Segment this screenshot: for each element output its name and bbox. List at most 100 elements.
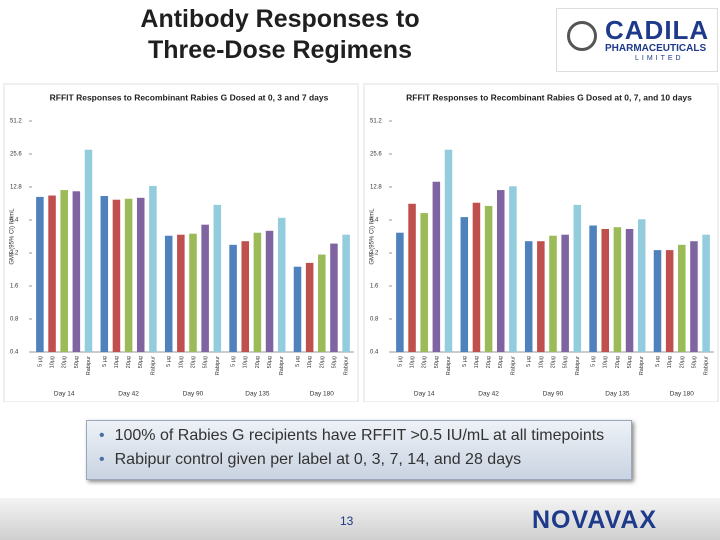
bar [330,243,338,352]
logo-icon [567,21,597,51]
y-axis-label: GMT (95% CI) IU/mL [10,208,16,265]
bar [277,217,286,352]
bar [229,244,237,352]
x-tick-label: 20µg [615,356,621,368]
x-tick-label: Rabipur [150,356,156,375]
x-tick-label: 10µg [114,356,120,368]
bar [524,241,533,352]
x-tick-label: 20µg [126,356,132,368]
logo-text: PHARMACEUTICALS [605,43,707,54]
y-tick-label: 1.6 [370,284,379,290]
x-tick-label: 20µg [550,356,556,368]
x-tick-label: 20µg [679,356,685,368]
x-tick-label: 5 µg [231,356,237,367]
x-tick-label: Rabipur [446,356,452,375]
x-tick-label: 10µg [410,356,416,368]
bar [149,185,157,352]
bar [613,227,622,352]
x-tick-label: 5 µg [37,356,43,367]
x-tick-label: Rabipur [279,356,285,375]
x-tick-label: Rabipur [344,356,350,375]
x-tick-label: 20µg [62,356,68,368]
bar [460,217,469,352]
x-tick-label: 50µg [563,356,569,368]
x-group-label: Day 42 [478,391,499,398]
bar [305,262,314,352]
chart-title: RFFIT Responses to Recombinant Rabies G … [406,92,692,102]
cadila-logo: CADILA PHARMACEUTICALS LIMITED [556,8,718,72]
x-tick-label: 20µg [486,356,492,368]
bar [293,266,302,352]
bar [665,250,674,352]
y-tick-label: 25.6 [370,152,382,158]
x-group-label: Day 90 [543,391,564,398]
bar [653,250,662,352]
title-line: Three-Dose Regimens [148,36,412,64]
bar [84,149,93,352]
bar [124,198,133,352]
x-tick-label: 20µg [190,356,196,368]
bar [444,149,453,352]
bar [432,181,441,352]
title-line: Antibody Responses to [140,5,420,33]
bar [601,228,610,352]
x-tick-label: 5 µg [591,356,597,367]
bar [318,254,326,352]
x-group-label: Day 90 [183,391,204,398]
bar [265,230,274,352]
bar [549,235,557,352]
y-tick-label: 0.8 [370,317,379,323]
bar [537,241,545,352]
x-tick-label: 10µg [178,356,184,368]
y-tick-label: 3.2 [10,251,19,257]
x-group-label: Day 180 [310,391,335,398]
bar [164,235,173,352]
y-tick-label: 3.2 [370,251,379,257]
bar [48,195,56,352]
bar [509,186,517,352]
bar [213,204,222,352]
x-tick-label: 10µg [50,356,56,368]
novavax-logo: NOVAVAX [532,506,658,534]
x-tick-label: 5 µg [655,356,661,367]
x-group-label: Day 42 [118,391,139,398]
y-tick-label: 6.4 [10,218,19,224]
bar [342,234,350,352]
chart-title: RFFIT Responses to Recombinant Rabies G … [50,92,329,102]
y-axis-label: GMT (95% CI) IU/mL [370,208,376,265]
x-tick-label: 20µg [255,356,261,368]
x-group-label: Day 14 [414,391,435,398]
x-tick-label: Rabipur [639,356,645,375]
x-tick-label: 5 µg [102,356,108,367]
x-tick-label: 50µg [331,356,337,368]
x-tick-label: 10µg [474,356,480,368]
x-group-label: Day 14 [54,391,75,398]
y-tick-label: 0.4 [10,350,19,356]
x-tick-label: 5 µg [295,356,301,367]
x-group-label: Day 135 [245,391,270,398]
x-tick-label: Rabipur [86,356,92,375]
bar [496,190,505,352]
bar [136,197,145,352]
x-tick-label: 50µg [691,356,697,368]
bar [573,204,582,352]
bar [72,191,81,352]
x-tick-label: 50µg [627,356,633,368]
x-tick-label: 50µg [267,356,273,368]
bar [625,228,634,352]
bar [472,202,481,352]
x-tick-label: 10µg [538,356,544,368]
charts: RFFIT Responses to Recombinant Rabies G … [3,83,719,402]
x-tick-label: 10µg [667,356,673,368]
bar [690,241,698,352]
x-tick-label: 50µg [498,356,504,368]
slide-title: Antibody Responses to Three-Dose Regimen… [120,4,440,66]
x-group-label: Day 135 [605,391,630,398]
y-tick-label: 25.6 [10,152,22,158]
x-tick-label: 50µg [138,356,144,368]
x-tick-label: Rabipur [215,356,221,375]
y-tick-label: 0.8 [10,317,19,323]
x-tick-label: 10µg [307,356,313,368]
bar [702,234,710,352]
